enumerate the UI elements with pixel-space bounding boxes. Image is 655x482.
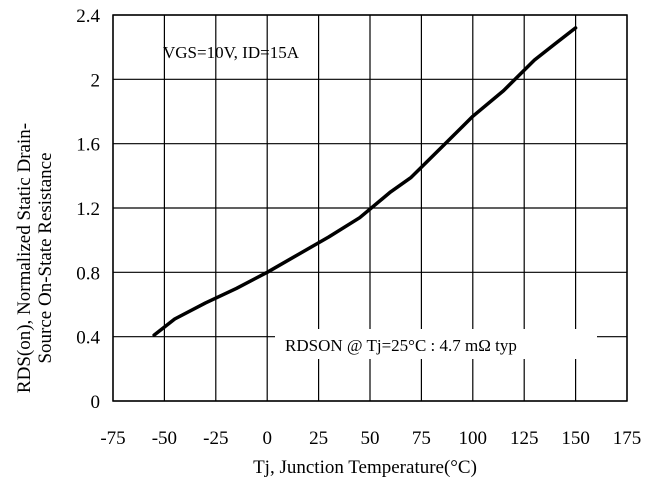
y-tick-label: 2.4 (76, 6, 100, 27)
x-tick-label: 75 (412, 428, 431, 449)
y-tick-label: 2 (91, 70, 101, 91)
x-tick-label: 50 (361, 428, 380, 449)
x-axis-title: Tj, Junction Temperature(°C) (253, 457, 477, 478)
x-tick-label: -25 (203, 428, 228, 449)
x-tick-label: 100 (459, 428, 488, 449)
conditions-annotation: VGS=10V, ID=15A (163, 43, 300, 62)
series-line (152, 26, 578, 337)
x-tick-label: -50 (152, 428, 177, 449)
y-tick-label: 1.2 (76, 199, 100, 220)
y-tick-label: 1.6 (76, 135, 100, 156)
x-tick-label: 150 (561, 428, 590, 449)
y-axis-title-line1: RDS(on), Normalized Static Drain- (14, 123, 35, 393)
y-axis-title-line2: Source On-State Resistance (35, 152, 56, 363)
x-tick-label: -75 (100, 428, 125, 449)
x-tick-label: 0 (262, 428, 272, 449)
y-tick-label: 0.4 (76, 328, 100, 349)
x-tick-label: 175 (613, 428, 642, 449)
y-tick-labels: 0 0.4 0.8 1.2 1.6 2 2.4 (76, 6, 100, 413)
rdson-annotation-box (275, 329, 597, 359)
x-tick-labels: -75 -50 -25 0 25 50 75 100 125 150 175 (100, 428, 641, 449)
plot-frame (112, 14, 628, 402)
x-tick-label: 125 (510, 428, 539, 449)
rdson-annotation: RDSON @ Tj=25°C : 4.7 mΩ typ (285, 336, 517, 355)
x-tick-label: 25 (309, 428, 328, 449)
y-tick-label: 0 (91, 392, 101, 413)
y-tick-label: 0.8 (76, 263, 100, 284)
